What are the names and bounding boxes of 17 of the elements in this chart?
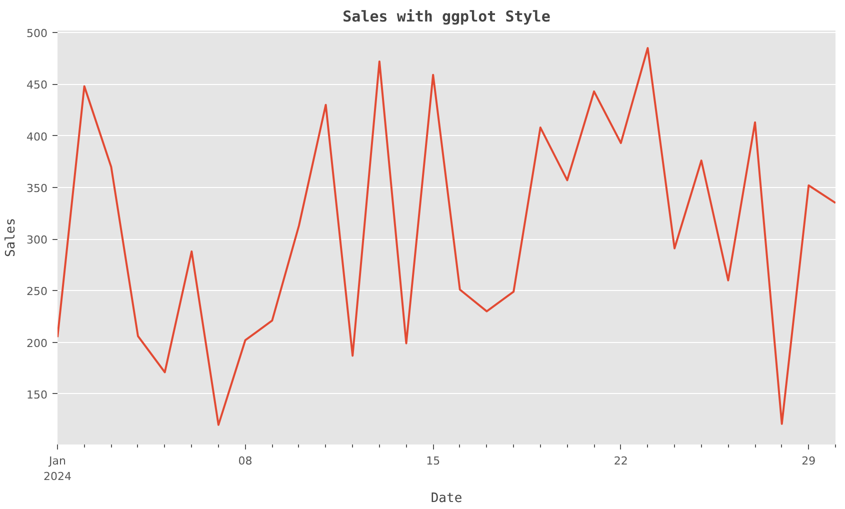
y-axis-title: Sales (4, 218, 19, 258)
x-axis-title: Date (430, 491, 462, 506)
chart-title: Sales with ggplot Style (342, 8, 550, 26)
y-tick-label: 350 (26, 182, 48, 195)
x-tick-label: 15 (426, 454, 440, 468)
y-tick-label: 250 (26, 285, 48, 298)
y-tick-label: 400 (26, 130, 48, 144)
x-tick-label: 08 (238, 454, 252, 468)
x-tick-label: Jan 2024 (44, 454, 72, 484)
line-series (58, 47, 836, 426)
y-tick-label: 450 (26, 78, 48, 92)
y-tick-label: 150 (26, 388, 48, 402)
y-tick-label: 200 (26, 336, 48, 350)
x-tick-label: 29 (802, 454, 816, 468)
y-tick-label: 500 (26, 27, 48, 40)
y-tick-label: 300 (26, 234, 48, 247)
x-tick-label: 22 (614, 454, 628, 468)
